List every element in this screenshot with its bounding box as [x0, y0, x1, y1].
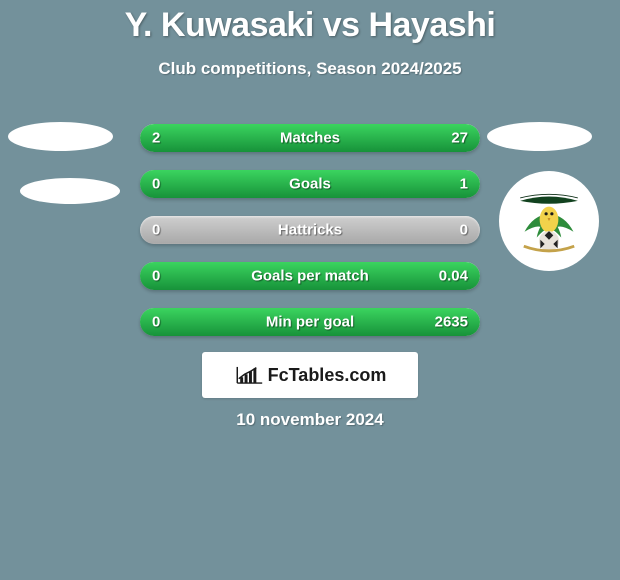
stat-label: Min per goal: [266, 314, 354, 331]
stat-bar: 2 27 Matches: [140, 124, 480, 152]
club-badge: [499, 171, 599, 271]
stat-label: Hattricks: [278, 222, 342, 239]
page-subtitle: Club competitions, Season 2024/2025: [0, 59, 620, 79]
stat-value-right: 1: [460, 176, 468, 193]
stat-value-left: 0: [152, 314, 160, 331]
stat-value-right: 27: [451, 130, 468, 147]
stat-bar: 0 2635 Min per goal: [140, 308, 480, 336]
page-title: Y. Kuwasaki vs Hayashi: [0, 0, 620, 45]
stat-label: Matches: [280, 130, 340, 147]
stat-value-right: 0.04: [439, 268, 468, 285]
player-left-photo-placeholder-1: [8, 122, 113, 151]
stat-bars: 2 27 Matches 0 1 Goals 0 0 Hattricks 0 0.04 Goals p…: [140, 124, 480, 354]
stat-value-left: 2: [152, 130, 160, 147]
player-left-photo-placeholder-2: [20, 178, 120, 204]
brand-text: FcTables.com: [268, 365, 387, 386]
stat-value-left: 0: [152, 176, 160, 193]
stat-bar: 0 0 Hattricks: [140, 216, 480, 244]
stat-value-right: 2635: [435, 314, 468, 331]
club-badge-icon: [513, 185, 585, 257]
stat-bar: 0 1 Goals: [140, 170, 480, 198]
date-text: 10 november 2024: [0, 410, 620, 430]
bar-chart-icon: [234, 364, 264, 386]
stat-value-right: 0: [460, 222, 468, 239]
stat-label: Goals per match: [251, 268, 369, 285]
stat-value-left: 0: [152, 268, 160, 285]
stat-value-left: 0: [152, 222, 160, 239]
player-right-photo-placeholder: [487, 122, 592, 151]
stat-bar: 0 0.04 Goals per match: [140, 262, 480, 290]
brand-logo: FcTables.com: [202, 352, 418, 398]
stat-label: Goals: [289, 176, 331, 193]
